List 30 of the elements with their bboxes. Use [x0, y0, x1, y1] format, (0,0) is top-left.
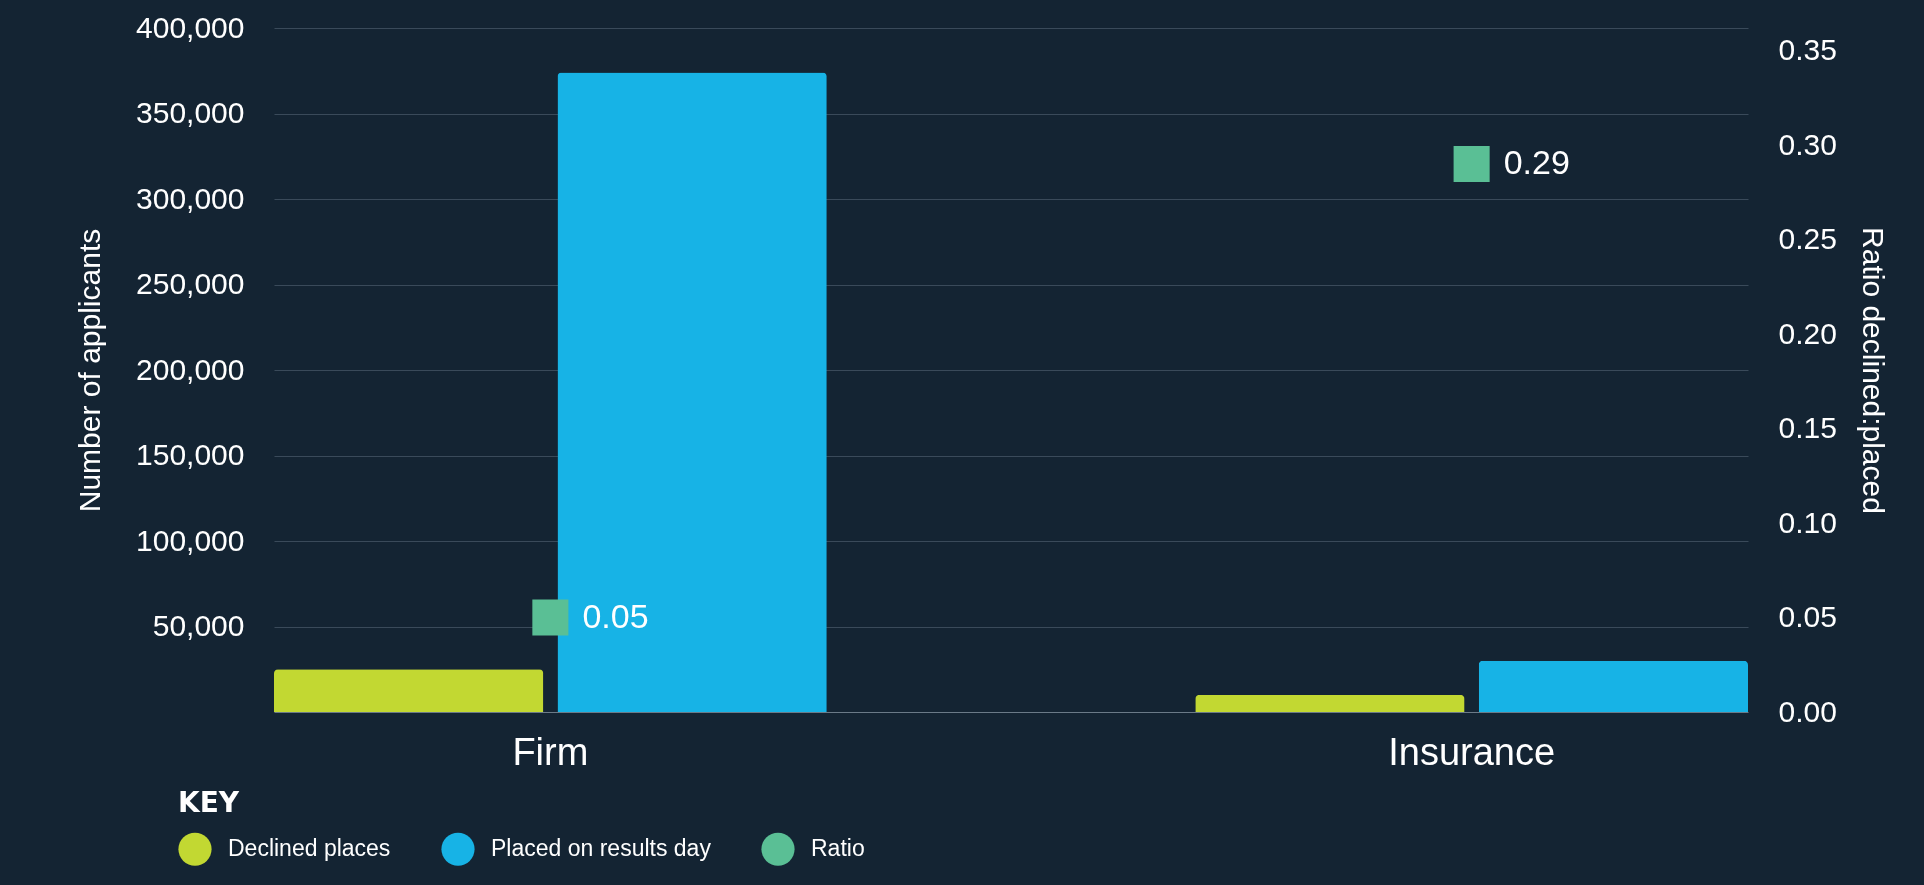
x-tick-label: Insurance	[1388, 730, 1556, 773]
y2-tick-label: 0.35	[1778, 33, 1837, 67]
y2-tick-label: 0.30	[1778, 127, 1837, 161]
y-tick-label: 150,000	[136, 438, 245, 471]
legend-label: Declined places	[228, 835, 391, 862]
bar	[1195, 694, 1465, 712]
y2-tick-label: 0.25	[1778, 222, 1837, 256]
y2-axis-title: Ratio declined:placed	[1856, 227, 1890, 514]
y-tick-label: 100,000	[136, 523, 245, 557]
data-label: 0.29	[1503, 143, 1570, 182]
legend-title: KEY	[178, 786, 240, 819]
legend-label: Placed on results day	[491, 835, 712, 862]
y-tick-label: 300,000	[136, 181, 245, 215]
y-tick-label: 350,000	[136, 96, 245, 129]
y2-tick-label: 0.10	[1778, 505, 1837, 539]
y2-tick-label: 0.00	[1778, 694, 1837, 728]
y2-tick-label: 0.05	[1778, 600, 1837, 634]
y2-tick-label: 0.20	[1778, 316, 1837, 350]
y-tick-label: 50,000	[152, 609, 245, 642]
y2-tick-label: 0.15	[1778, 411, 1837, 445]
y-tick-label: 400,000	[136, 10, 245, 44]
data-label: 0.05	[582, 596, 649, 635]
bar	[1478, 660, 1748, 712]
y-axis-title: Number of applicants	[73, 228, 107, 513]
y-tick-label: 200,000	[136, 352, 245, 386]
y-tick-label: 250,000	[136, 267, 245, 300]
bar	[557, 72, 827, 712]
x-tick-label: Firm	[512, 730, 589, 773]
bar	[274, 669, 544, 712]
legend-label: Ratio	[811, 835, 865, 862]
